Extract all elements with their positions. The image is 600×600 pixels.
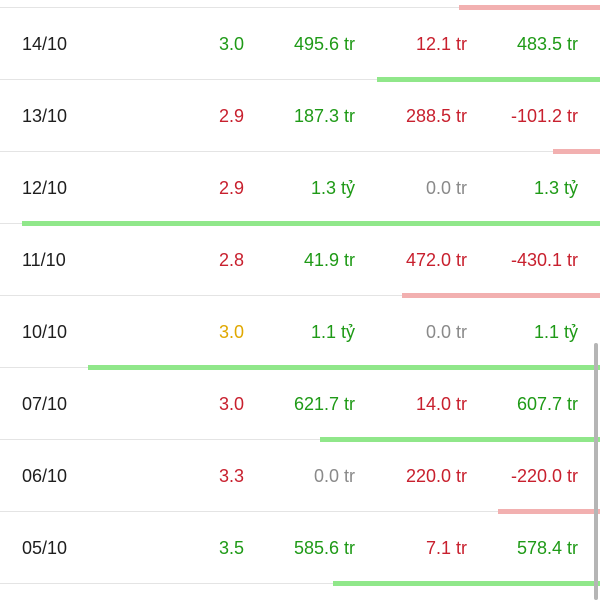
net-value-cell: -220.0 tr — [510, 466, 578, 486]
sell-value-cell: 12.1 tr — [415, 34, 467, 54]
price-cell: 2.9 — [218, 178, 244, 198]
buy-value-cell: 1.1 tỷ — [310, 322, 355, 342]
buy-value-cell: 1.3 tỷ — [310, 178, 355, 198]
table-row[interactable]: 11/10 2.8 41.9 tr 472.0 tr -430.1 tr — [0, 224, 600, 298]
price-cell: 2.8 — [218, 250, 244, 270]
net-flow-bar — [402, 293, 600, 298]
date-cell: 06/10 — [22, 466, 68, 486]
net-flow-bar — [22, 221, 600, 226]
date-cell: 11/10 — [22, 250, 66, 270]
net-value-cell: 607.7 tr — [516, 394, 578, 414]
buy-value-cell: 621.7 tr — [293, 394, 355, 414]
net-value-cell: -101.2 tr — [510, 106, 578, 126]
table-rows: 14/10 3.0 495.6 tr 12.1 tr 483.5 tr 13/1… — [0, 8, 600, 586]
sell-value-cell: 14.0 tr — [415, 394, 467, 414]
table-row[interactable]: 07/10 3.0 621.7 tr 14.0 tr 607.7 tr — [0, 368, 600, 442]
date-cell: 07/10 — [22, 394, 68, 414]
table-row[interactable]: 10/10 3.0 1.1 tỷ 0.0 tr 1.1 tỷ — [0, 296, 600, 370]
table-row[interactable]: 13/10 2.9 187.3 tr 288.5 tr -101.2 tr — [0, 80, 600, 154]
net-value-cell: 483.5 tr — [516, 34, 578, 54]
price-cell: 3.0 — [218, 322, 244, 342]
trading-history-table: 14/10 3.0 495.6 tr 12.1 tr 483.5 tr 13/1… — [0, 0, 600, 586]
date-cell: 13/10 — [22, 106, 68, 126]
net-flow-bar — [376, 77, 600, 82]
sell-value-cell: 0.0 tr — [425, 322, 467, 342]
net-flow-bar — [498, 509, 600, 514]
buy-value-cell: 41.9 tr — [303, 250, 355, 270]
date-cell: 05/10 — [22, 538, 68, 558]
net-flow-bar — [553, 149, 600, 154]
scrollbar[interactable] — [594, 343, 598, 600]
net-flow-bar — [319, 437, 600, 442]
net-flow-bar — [88, 365, 600, 370]
table-row[interactable]: 14/10 3.0 495.6 tr 12.1 tr 483.5 tr — [0, 8, 600, 82]
table-row[interactable]: 05/10 3.5 585.6 tr 7.1 tr 578.4 tr — [0, 512, 600, 586]
sell-value-cell: 472.0 tr — [405, 250, 467, 270]
date-cell: 12/10 — [22, 178, 68, 198]
sell-value-cell: 220.0 tr — [405, 466, 467, 486]
net-value-cell: 1.3 tỷ — [533, 178, 578, 198]
net-value-cell: 1.1 tỷ — [533, 322, 578, 342]
date-cell: 10/10 — [22, 322, 68, 342]
table-row[interactable]: 12/10 2.9 1.3 tỷ 0.0 tr 1.3 tỷ — [0, 152, 600, 226]
sell-value-cell: 0.0 tr — [425, 178, 467, 198]
net-value-cell: -430.1 tr — [510, 250, 578, 270]
buy-value-cell: 495.6 tr — [293, 34, 355, 54]
date-cell: 14/10 — [22, 34, 68, 54]
sell-value-cell: 7.1 tr — [425, 538, 467, 558]
price-cell: 3.5 — [218, 538, 244, 558]
price-cell: 3.0 — [218, 34, 244, 54]
price-cell: 3.3 — [218, 466, 244, 486]
net-flow-bar — [333, 581, 600, 586]
buy-value-cell: 585.6 tr — [293, 538, 355, 558]
previous-row-edge — [0, 0, 600, 10]
price-cell: 2.9 — [218, 106, 244, 126]
price-cell: 3.0 — [218, 394, 244, 414]
net-flow-bar — [459, 5, 600, 10]
table-row[interactable]: 06/10 3.3 0.0 tr 220.0 tr -220.0 tr — [0, 440, 600, 514]
net-value-cell: 578.4 tr — [516, 538, 578, 558]
buy-value-cell: 0.0 tr — [313, 466, 355, 486]
sell-value-cell: 288.5 tr — [405, 106, 467, 126]
buy-value-cell: 187.3 tr — [293, 106, 355, 126]
